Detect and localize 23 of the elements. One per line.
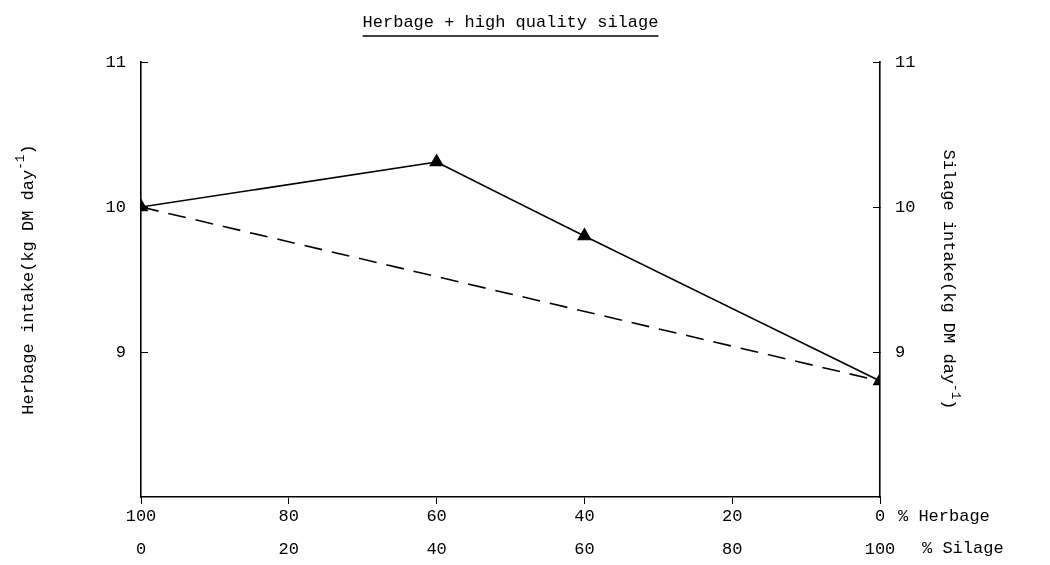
- x-tick-label: 40: [574, 506, 595, 526]
- y2-tick-label: 10: [895, 197, 916, 217]
- x2-tick-label: 0: [135, 539, 147, 559]
- chart-title: Herbage + high quality silage: [362, 12, 659, 32]
- x-tick-label: 20: [722, 506, 743, 526]
- y2-tick-label: 9: [895, 342, 906, 362]
- x-tick-label: 60: [426, 506, 447, 526]
- x2-tick-label: 20: [278, 539, 299, 559]
- x-tick-label: 100: [125, 506, 157, 526]
- y-tick-label: 11: [105, 52, 126, 72]
- x-tick-label: 0: [874, 506, 886, 526]
- y-tick-label: 10: [105, 197, 126, 217]
- y-axis-title: Herbage intake(kg DM day-1): [12, 144, 38, 415]
- y2-axis-title: Silage intake(kg DM day-1): [938, 149, 964, 410]
- x2-tick-label: 80: [722, 539, 743, 559]
- x-tick-label: 80: [278, 506, 299, 526]
- x-axis-title: % Herbage: [898, 506, 990, 526]
- x2-tick-label: 100: [864, 539, 896, 559]
- x2-tick-label: 40: [426, 539, 447, 559]
- x2-axis-title: % Silage: [922, 538, 1004, 558]
- x2-tick-label: 60: [574, 539, 595, 559]
- y2-tick-label: 11: [895, 52, 916, 72]
- y-tick-label: 9: [115, 342, 126, 362]
